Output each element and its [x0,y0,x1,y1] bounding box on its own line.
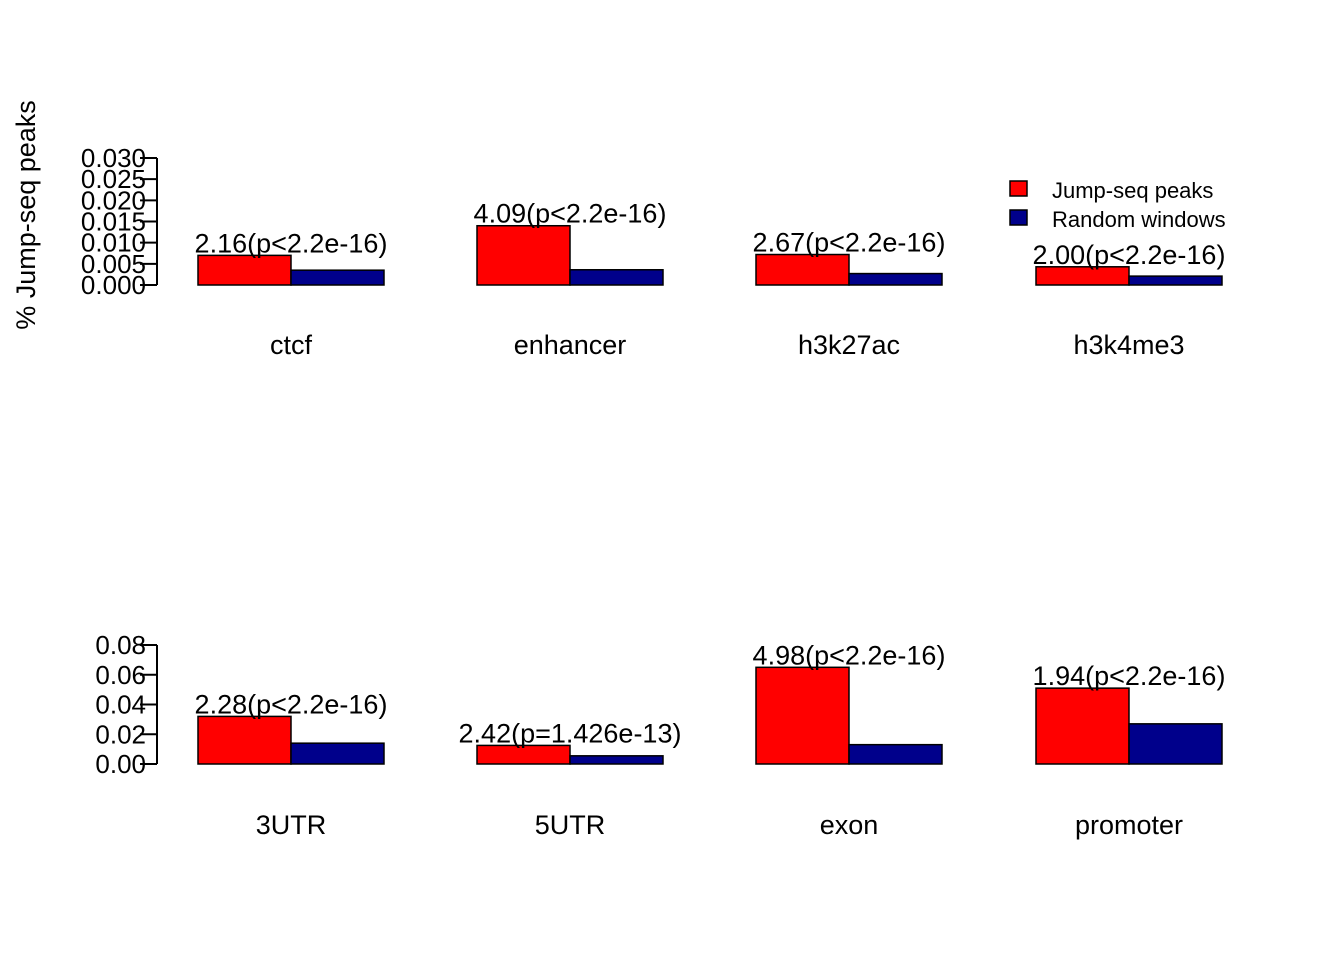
legend-label-random: Random windows [1052,207,1226,232]
y-tick-label: 0.04 [95,690,146,720]
bar-annotation-h3k4me3: 2.00(p<2.2e-16) [1033,240,1226,270]
legend-label-jump: Jump-seq peaks [1052,178,1213,203]
bar-jump-promoter [1035,687,1130,765]
bar-annotation-exon: 4.98(p<2.2e-16) [753,640,946,670]
category-label-exon: exon [820,810,879,840]
y-tick-label: 0.020 [81,185,146,215]
category-label-3UTR: 3UTR [256,810,327,840]
bar-random-ctcf [290,269,385,286]
bar-annotations: 2.16(p<2.2e-16) 4.09(p<2.2e-16) 2.67(p<2.2… [195,199,1226,270]
y-tick-label: 0.005 [81,249,146,279]
y-axis-ticks: 0.000.020.040.060.08 [95,630,157,779]
y-tick-label: 0.02 [95,719,146,749]
bar-group [197,224,1223,286]
y-tick-label: 0.010 [81,228,146,258]
bar-random-3UTR [290,742,385,765]
category-label-ctcf: ctcf [270,330,313,360]
category-label-h3k27ac: h3k27ac [798,330,900,360]
bar-annotations: 2.28(p<2.2e-16) 2.42(p=1.426e-13) 4.98(p<2… [195,640,1226,748]
bar-annotation-h3k27ac: 2.67(p<2.2e-16) [753,228,946,258]
bar-random-h3k4me3 [1128,275,1223,286]
category-labels: ctcf enhancer h3k27ac h3k4me3 [270,330,1185,360]
bar-jump-3UTR [197,715,292,765]
category-label-enhancer: enhancer [514,330,627,360]
y-tick-label: 0.06 [95,660,146,690]
category-labels: 3UTR 5UTR exon promoter [256,810,1183,840]
bar-group [197,666,1223,765]
y-tick-label: 0.08 [95,630,146,660]
bar-annotation-3UTR: 2.28(p<2.2e-16) [195,689,388,719]
legend-swatch-jump [1009,180,1028,197]
bar-jump-exon [755,666,850,765]
bar-random-enhancer [569,269,664,286]
y-tick-label: 0.030 [81,143,146,173]
y-tick-label: 0.025 [81,164,146,194]
category-label-h3k4me3: h3k4me3 [1073,330,1184,360]
bar-annotation-ctcf: 2.16(p<2.2e-16) [195,228,388,258]
bar-random-h3k27ac [848,272,943,286]
bottom-panel: 0.000.020.040.060.08 3UTR 5UTR exon promote… [95,630,1225,840]
y-tick-label: 0.000 [81,270,146,300]
bar-jump-ctcf [197,254,292,286]
bar-jump-5UTR [476,744,571,765]
legend-swatch-random [1009,209,1028,226]
bar-jump-h3k27ac [755,253,850,286]
bar-jump-enhancer [476,224,571,286]
category-label-5UTR: 5UTR [535,810,606,840]
category-label-promoter: promoter [1075,810,1183,840]
bar-random-5UTR [569,755,664,765]
bar-random-promoter [1128,723,1223,765]
bar-random-exon [848,743,943,765]
legend: Jump-seq peaks Random windows [1009,178,1226,232]
y-axis-title: % Jump-seq peaks [11,100,41,330]
bar-annotation-5UTR: 2.42(p=1.426e-13) [459,718,682,748]
y-tick-label: 0.00 [95,749,146,779]
y-tick-label: 0.015 [81,207,146,237]
bar-annotation-promoter: 1.94(p<2.2e-16) [1033,661,1226,691]
bar-annotation-enhancer: 4.09(p<2.2e-16) [474,199,667,229]
